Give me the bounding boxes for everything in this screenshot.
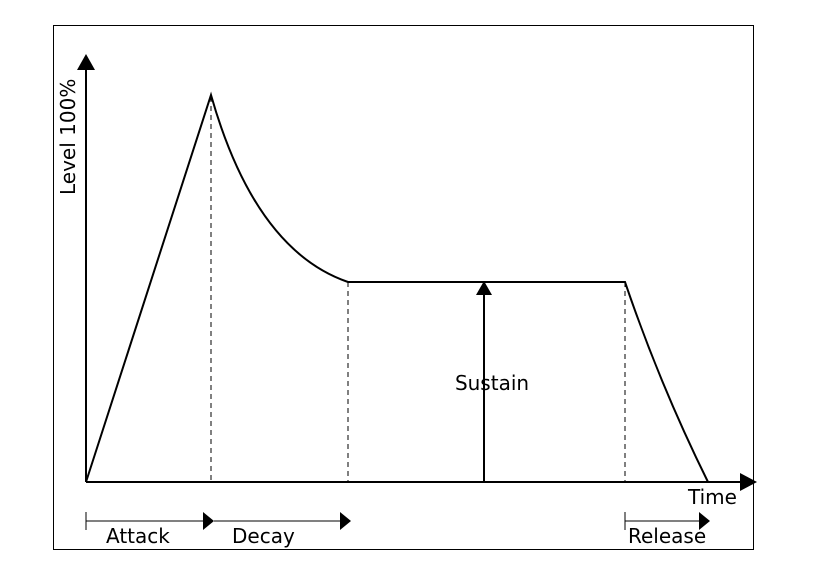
sustain-arrowhead: [476, 281, 492, 295]
sustain-label: Sustain: [455, 371, 529, 395]
attack-label: Attack: [106, 524, 170, 548]
y-axis-arrowhead: [77, 54, 95, 70]
release-label: Release: [628, 524, 706, 548]
x-axis-arrowhead: [740, 473, 757, 491]
decay-label: Decay: [232, 524, 295, 548]
y-axis-label: Level 100%: [56, 79, 80, 195]
attack-arrowhead: [203, 512, 214, 530]
x-axis-label: Time: [687, 485, 737, 509]
decay-arrowhead: [340, 512, 351, 530]
envelope-curve: [86, 95, 708, 482]
